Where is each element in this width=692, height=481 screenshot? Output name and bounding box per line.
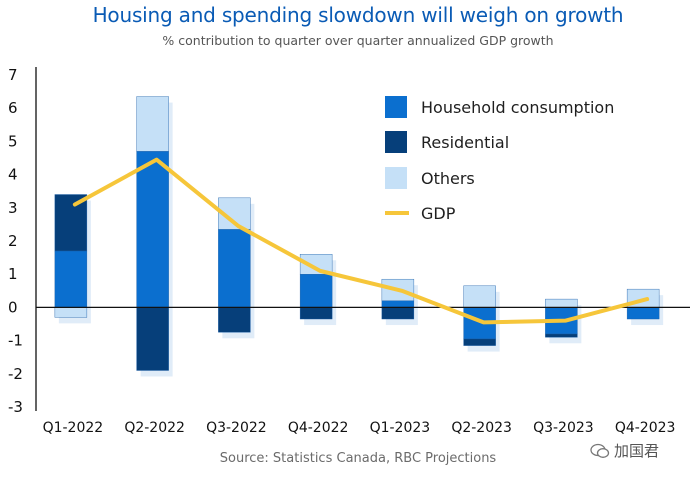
bar-segment-residential	[381, 307, 415, 320]
bar-segment-household-consumption	[381, 300, 415, 308]
chart-title: Housing and spending slowdown will weigh…	[92, 3, 624, 27]
source-note: Source: Statistics Canada, RBC Projectio…	[219, 451, 497, 466]
bar-segment-others	[54, 307, 88, 318]
chart-subtitle: % contribution to quarter over quarter a…	[162, 33, 554, 48]
legend-label: Others	[421, 169, 475, 188]
y-tick-label: -2	[8, 365, 23, 383]
y-tick-label: 6	[8, 99, 18, 117]
x-tick-label: Q1-2022	[43, 420, 104, 436]
bar-segment-others	[136, 96, 169, 152]
x-tick-label: Q1-2023	[370, 420, 431, 436]
legend-swatch	[385, 96, 407, 118]
y-tick-label: 1	[8, 265, 18, 283]
x-tick-label: Q4-2022	[288, 420, 349, 436]
legend-label: GDP	[421, 204, 456, 223]
bar-segment-residential	[299, 307, 333, 320]
y-tick-label: 3	[8, 199, 18, 217]
y-tick-label: -3	[8, 398, 23, 416]
bar-segment-others	[463, 285, 496, 308]
bar-segment-residential	[54, 194, 88, 252]
watermark: 加国君	[590, 440, 659, 461]
bar-segment-household-consumption	[218, 229, 251, 308]
y-tick-label: 7	[8, 66, 18, 84]
y-tick-label: 5	[8, 132, 18, 150]
x-tick-label: Q4-2023	[615, 420, 676, 436]
x-tick-label: Q3-2022	[206, 420, 267, 436]
legend-swatch	[385, 131, 407, 153]
bar-segment-household-consumption	[136, 151, 169, 308]
bar-segment-residential	[136, 307, 169, 371]
x-tick-label: Q3-2023	[533, 420, 594, 436]
wechat-icon	[590, 443, 610, 458]
legend-label: Residential	[421, 133, 509, 152]
bar-segment-others	[545, 298, 578, 308]
legend-label: Household consumption	[421, 98, 614, 117]
y-tick-label: 2	[8, 232, 18, 250]
watermark-text: 加国君	[614, 442, 660, 460]
y-tick-label: -1	[8, 332, 23, 350]
bar-segment-residential	[218, 307, 251, 333]
bar-segment-others	[299, 254, 333, 275]
legend-swatch	[385, 167, 407, 189]
bar-segment-household-consumption	[626, 307, 660, 320]
bar-segment-residential	[463, 338, 496, 346]
bar-segment-household-consumption	[54, 250, 88, 308]
x-tick-label: Q2-2022	[124, 420, 185, 436]
y-tick-label: 4	[8, 166, 18, 184]
bar-segment-household-consumption	[299, 274, 333, 308]
y-tick-label: 0	[8, 298, 18, 316]
x-tick-label: Q2-2023	[451, 420, 512, 436]
gdp-line	[72, 157, 650, 325]
bar-segment-residential	[545, 333, 578, 338]
